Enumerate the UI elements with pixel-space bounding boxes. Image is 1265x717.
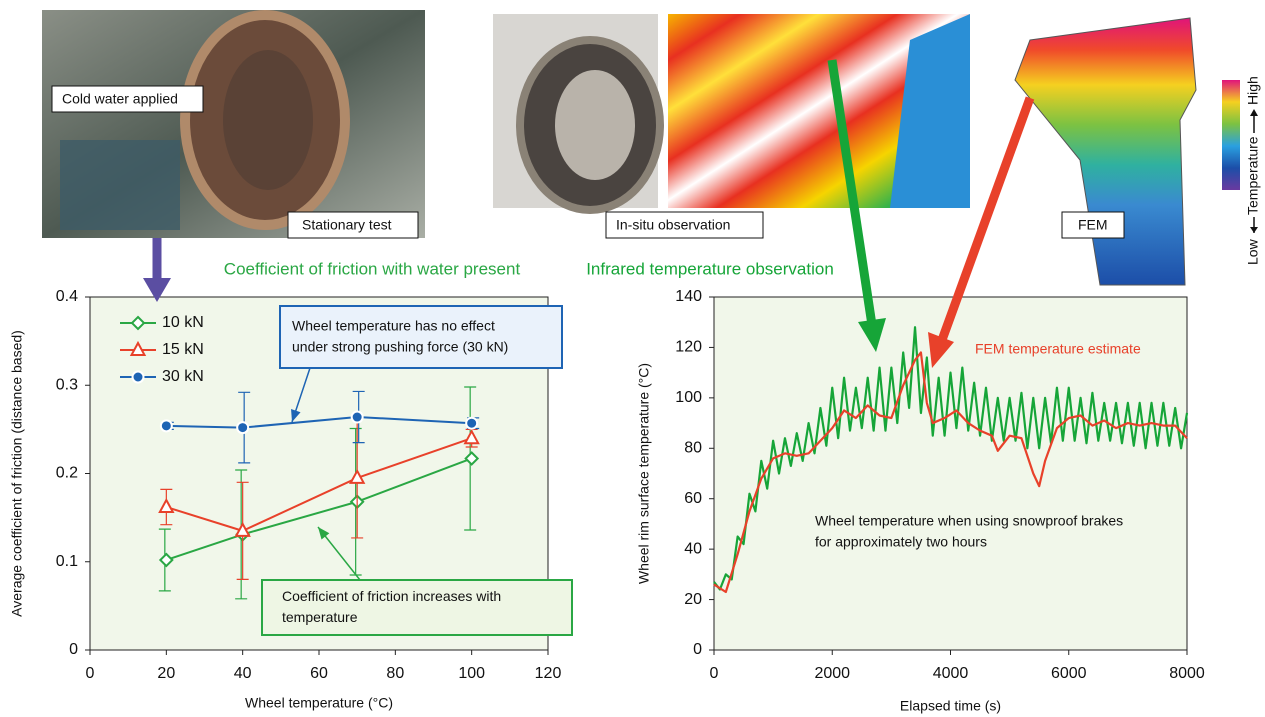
x-tick-label: 4000 — [933, 665, 969, 682]
y-tick-label: 120 — [675, 339, 702, 356]
marker — [348, 468, 366, 484]
thermal-image — [668, 14, 970, 208]
series-line — [166, 457, 473, 561]
marker — [236, 421, 250, 435]
arrow — [143, 238, 171, 302]
photo-label: FEM — [1078, 217, 1108, 233]
marker — [131, 370, 145, 384]
y-axis-label: Average coefficient of friction (distanc… — [9, 330, 25, 617]
marker — [464, 451, 480, 466]
annotation-text: Wheel temperature has no effect — [292, 318, 495, 334]
marker — [158, 552, 174, 568]
annotation-text: Coefficient of friction increases with — [282, 588, 501, 604]
y-tick-label: 60 — [684, 490, 702, 507]
x-tick-label: 6000 — [1051, 665, 1087, 682]
arrow — [928, 96, 1035, 368]
annotation-text: under strong pushing force (30 kN) — [292, 339, 508, 355]
x-tick-label: 40 — [234, 665, 252, 682]
y-tick-label: 0.1 — [56, 553, 78, 570]
line-chart: 0 20 40 60 80 100 120 140 0 2000 4000 6000 8000 Infra… — [586, 259, 1205, 713]
annotation-box — [261, 579, 573, 636]
chart-title: Infrared temperature observation — [586, 259, 834, 278]
y-tick-label: 0 — [693, 641, 702, 658]
fem-image — [1014, 17, 1197, 286]
annotation-box — [279, 305, 563, 369]
y-tick-label: 0.2 — [56, 465, 78, 482]
marker — [350, 410, 364, 424]
photo-label-box: Cold water applied — [51, 85, 204, 113]
x-tick-label: 100 — [458, 665, 485, 682]
x-tick-label: 120 — [535, 665, 562, 682]
photo-label-box: Stationary test — [287, 211, 419, 239]
x-tick-label: 2000 — [814, 665, 850, 682]
charts: 0 0.1 0.2 0.3 0.4 0 20 40 60 80 100 120 Coefficient … — [9, 259, 1205, 713]
color-scale-label: Low Temperature High — [1245, 76, 1261, 265]
y-tick-label: 40 — [684, 540, 702, 557]
line-chart: 0 0.1 0.2 0.3 0.4 0 20 40 60 80 100 120 Coefficient … — [9, 259, 573, 711]
x-tick-label: 0 — [710, 665, 719, 682]
series-line — [166, 437, 472, 532]
legend-label: 15 kN — [162, 341, 204, 358]
y-tick-label: 100 — [675, 389, 702, 406]
photo-label: Cold water applied — [62, 91, 178, 107]
x-tick-label: 20 — [157, 665, 175, 682]
annotation-arrowhead — [318, 527, 330, 540]
marker — [159, 419, 173, 433]
photo-label: Stationary test — [302, 217, 392, 233]
marker — [234, 521, 251, 537]
y-tick-label: 20 — [684, 591, 702, 608]
marker — [130, 315, 146, 331]
photo-label-box: FEM — [1061, 211, 1125, 239]
annotation-text: for approximately two hours — [815, 534, 987, 550]
marker — [465, 416, 479, 430]
annotation-text: Wheel temperature when using snowproof b… — [815, 513, 1123, 529]
chart-title: Coefficient of friction with water prese… — [224, 259, 521, 278]
y-tick-label: 0.3 — [56, 376, 78, 393]
plot-area — [713, 296, 1188, 651]
x-tick-label: 8000 — [1169, 665, 1205, 682]
scale-high: High — [1245, 76, 1261, 105]
marker — [158, 497, 175, 514]
marker — [129, 340, 147, 356]
legend-label: 30 kN — [162, 368, 204, 385]
in-situ-photo — [493, 14, 664, 214]
x-tick-label: 0 — [86, 665, 95, 682]
scale-title: Temperature — [1245, 136, 1261, 215]
y-tick-label: 140 — [675, 288, 702, 305]
photo-label: In-situ observation — [616, 217, 730, 233]
scale-low: Low — [1245, 238, 1261, 265]
y-tick-label: 0.4 — [56, 288, 78, 305]
series-line — [713, 351, 1188, 594]
y-tick-label: 0 — [69, 641, 78, 658]
photo-label-box: In-situ observation — [605, 211, 764, 239]
series-line — [166, 416, 472, 429]
annotation-arrowhead — [291, 409, 301, 422]
legend-label: 10 kN — [162, 314, 204, 331]
y-tick-label: 80 — [684, 440, 702, 457]
marker — [463, 429, 480, 445]
x-tick-label: 80 — [386, 665, 404, 682]
color-scale-bar — [1222, 80, 1240, 190]
x-axis-label: Wheel temperature (°C) — [245, 695, 393, 711]
stationary-photo — [42, 10, 425, 238]
y-axis-label: Wheel rim surface temperature (°C) — [636, 363, 652, 584]
series-label: FEM temperature estimate — [975, 341, 1141, 357]
x-tick-label: 60 — [310, 665, 328, 682]
arrow — [827, 59, 886, 352]
x-axis-label: Elapsed time (s) — [900, 698, 1001, 714]
annotation-text: temperature — [282, 609, 358, 625]
